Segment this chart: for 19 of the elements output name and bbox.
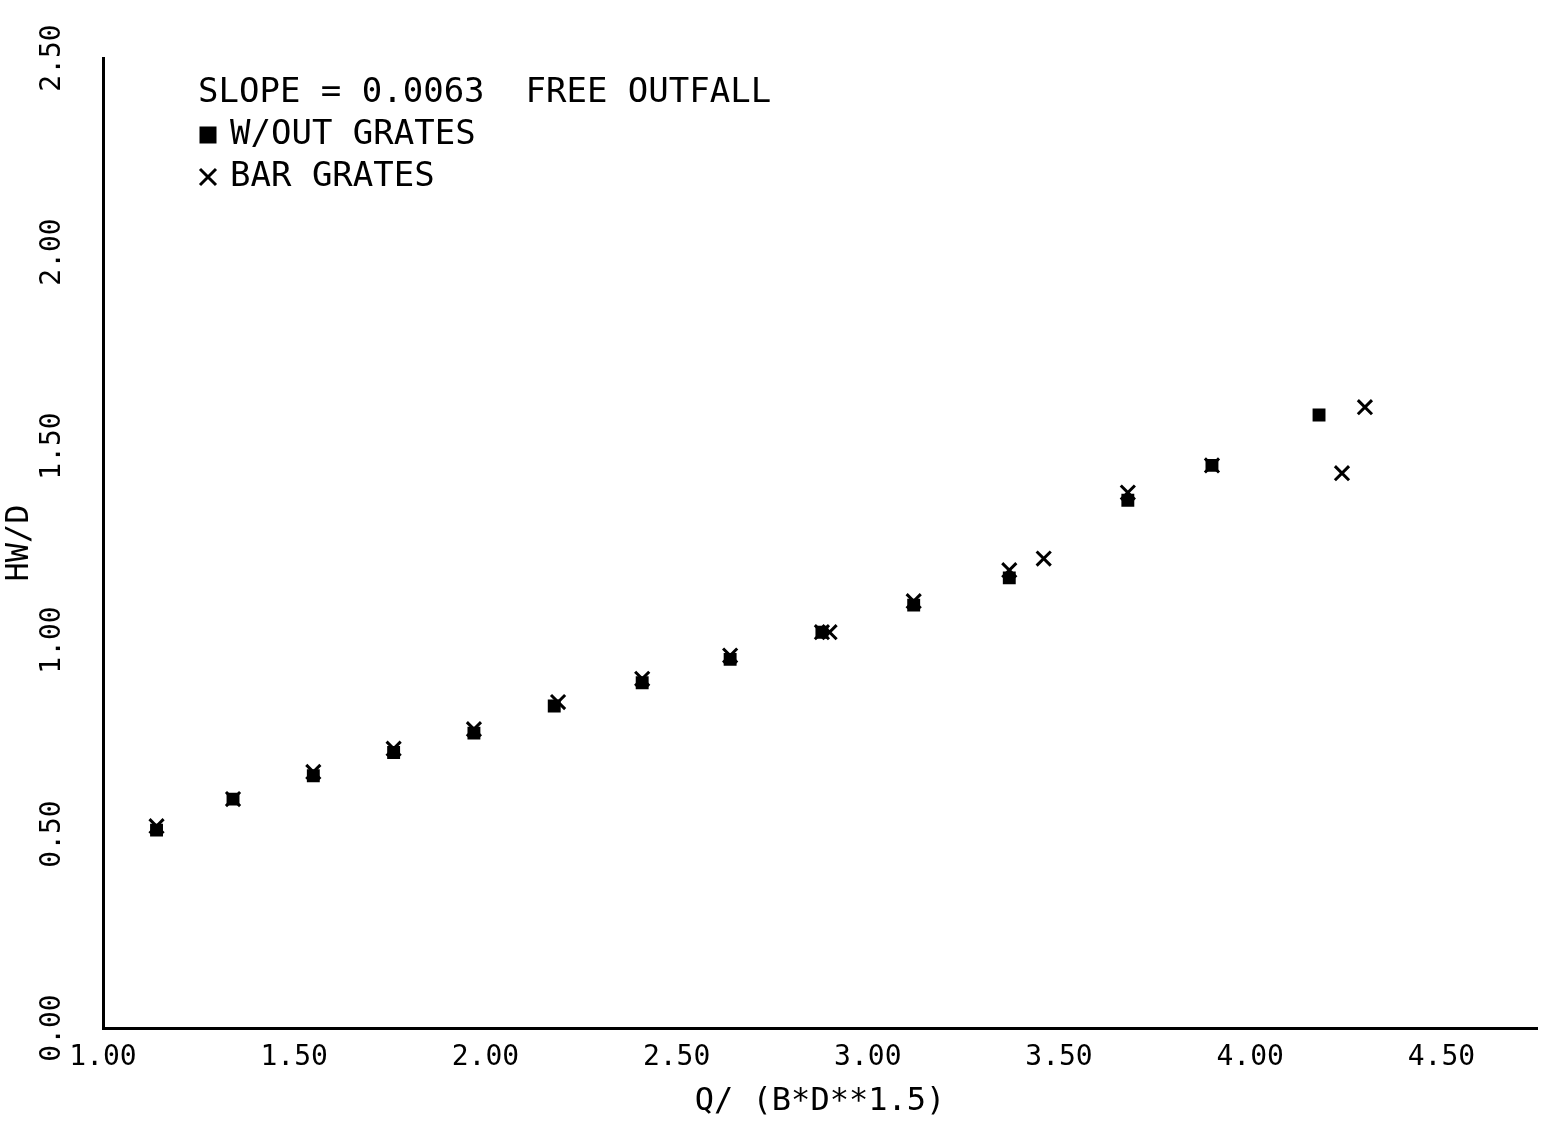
x-tick-label: 3.50: [1025, 1039, 1093, 1073]
x-tick-label: 2.50: [642, 1039, 711, 1073]
x-axis-title: Q/ (B*D**1.5): [694, 1080, 946, 1119]
y-tick-label: 2.00: [34, 218, 68, 286]
y-axis-title: HW/D: [0, 504, 36, 582]
y-tick-label: 1.50: [34, 412, 68, 480]
x-tick-label: 3.00: [834, 1039, 902, 1073]
x-tick-label: 1.50: [260, 1039, 328, 1073]
x-tick-label: 4.50: [1407, 1039, 1476, 1073]
x-tick-label: 2.00: [451, 1039, 520, 1073]
legend-label: BAR GRATES: [230, 153, 435, 194]
legend-label: W/OUT GRATES: [230, 111, 476, 152]
y-tick-label: 0.50: [34, 800, 68, 868]
x-tick-label: 4.00: [1216, 1039, 1284, 1073]
legend-title: SLOPE = 0.0063 FREE OUTFALL: [198, 69, 772, 110]
y-tick-label: 1.00: [34, 606, 68, 674]
y-tick-label: 0.00: [34, 994, 68, 1062]
x-tick-label: 1.00: [69, 1039, 137, 1073]
y-tick-label: 2.50: [34, 24, 68, 92]
